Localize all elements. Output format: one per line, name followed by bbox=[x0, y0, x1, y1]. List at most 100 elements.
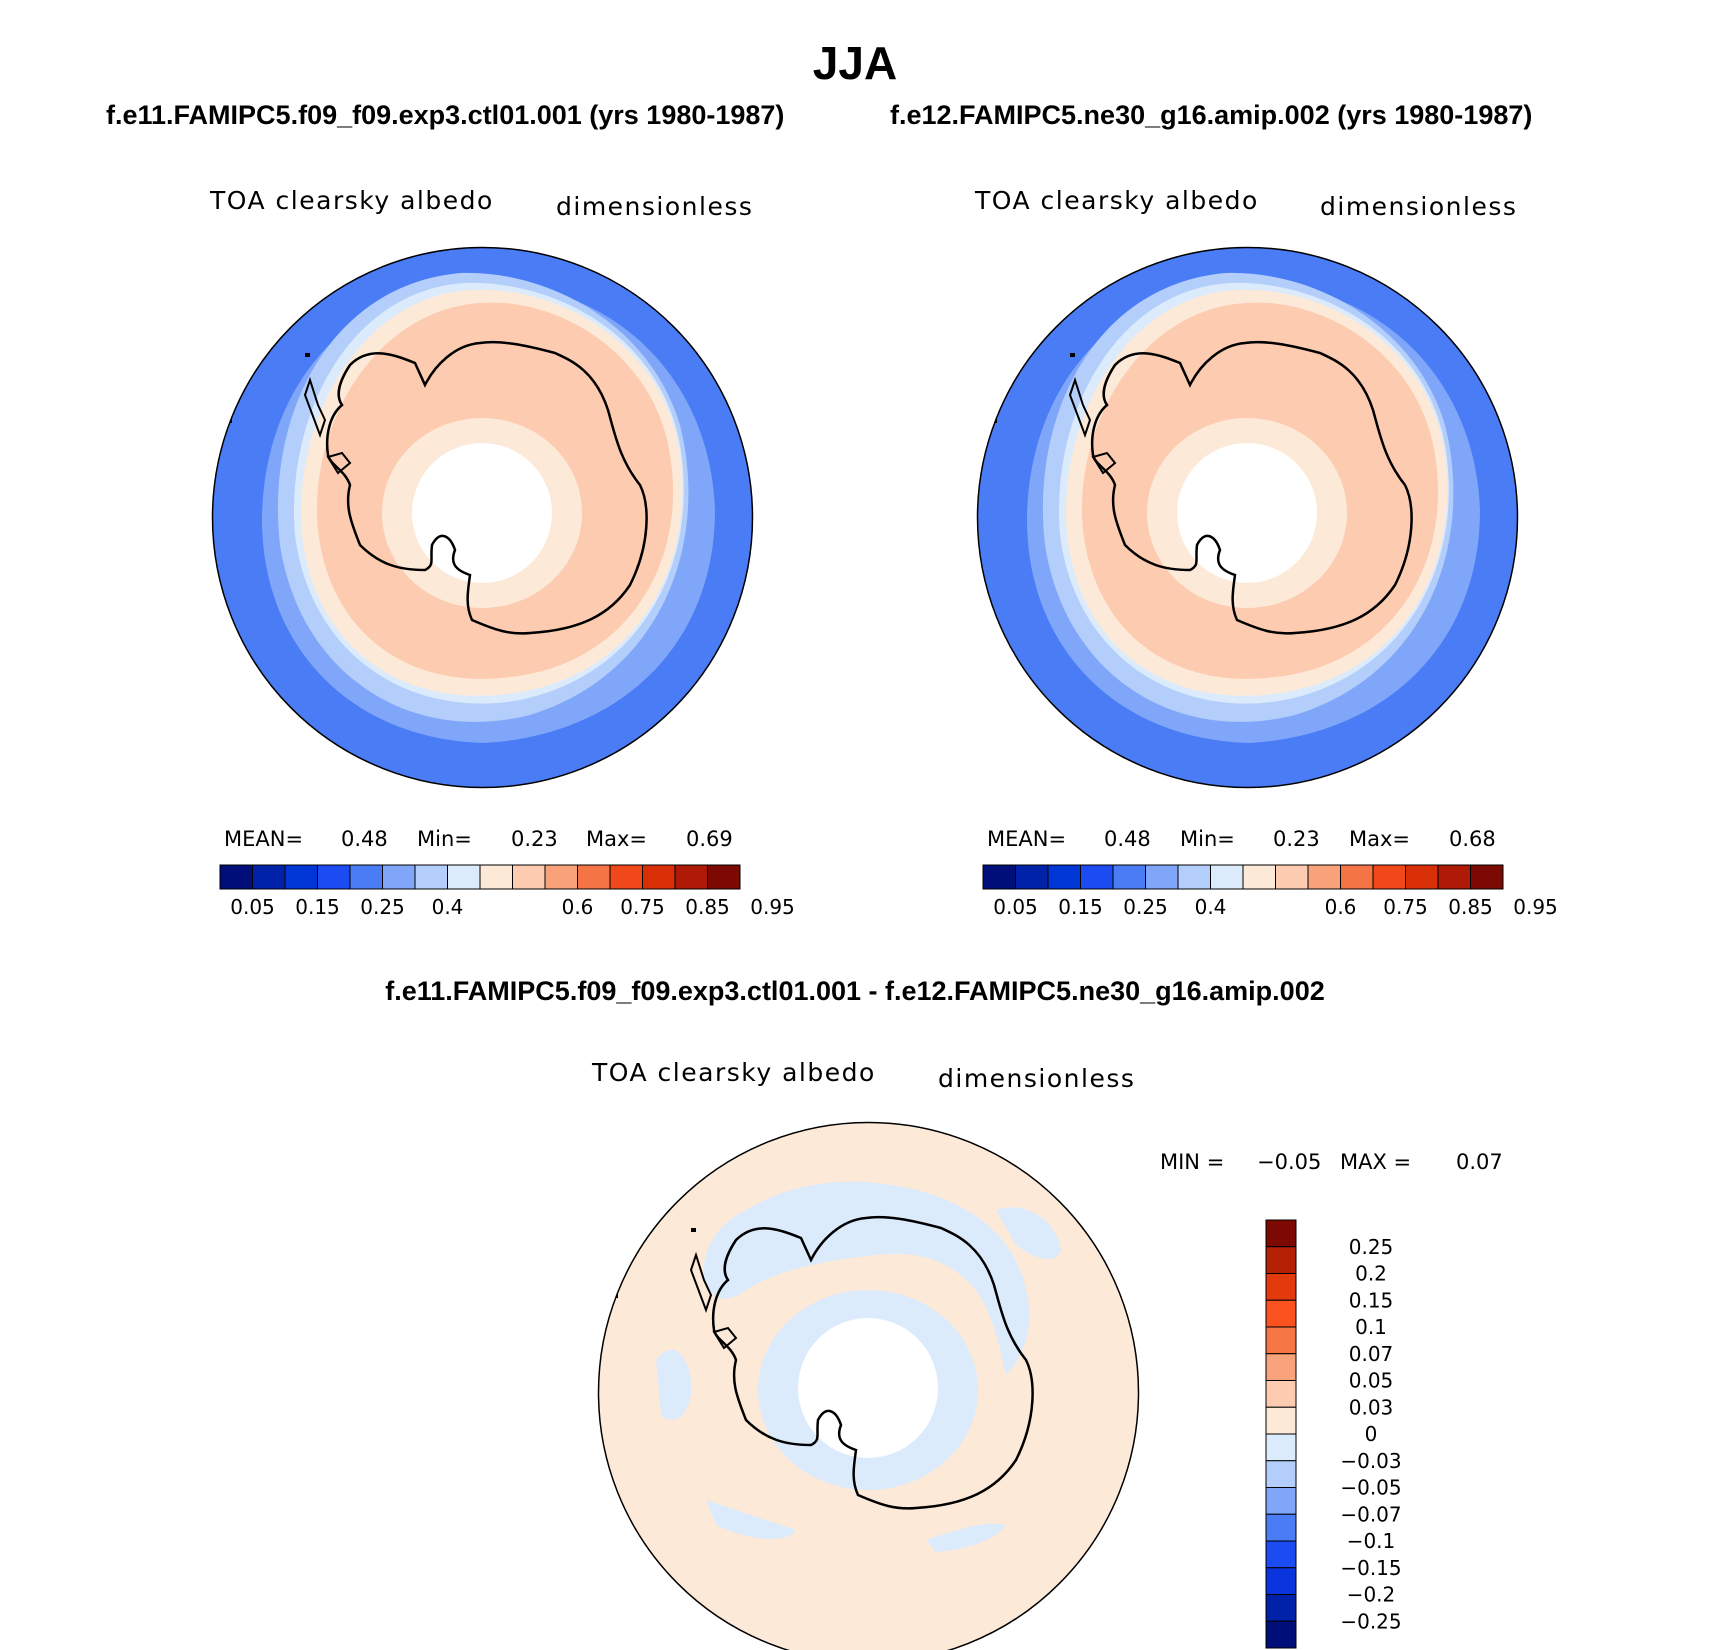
colorbar2-tick-label: 0.25 bbox=[1123, 895, 1168, 919]
diff-max-value: 0.07 bbox=[1456, 1150, 1503, 1174]
colorbar1-swatch bbox=[708, 865, 741, 889]
panel1-mean-label: MEAN= bbox=[224, 827, 303, 851]
panel2-max-label: Max= bbox=[1349, 827, 1410, 851]
panel2-min-label: Min= bbox=[1180, 827, 1235, 851]
panel2-min-value: 0.23 bbox=[1273, 827, 1320, 851]
colorbar-diff-tick-label: −0.25 bbox=[1340, 1609, 1401, 1633]
colorbar-diff-tick-label: 0.25 bbox=[1349, 1235, 1394, 1259]
panel2-mean-value: 0.48 bbox=[1104, 827, 1151, 851]
colorbar-diff-swatch bbox=[1266, 1621, 1296, 1648]
map-panel1 bbox=[210, 245, 755, 790]
colorbar-diff-swatch bbox=[1266, 1354, 1296, 1381]
colorbar-diff-tick-label: 0.05 bbox=[1349, 1369, 1394, 1393]
colorbar2-tick-label: 0.4 bbox=[1195, 895, 1227, 919]
diff-units: dimensionless bbox=[938, 1064, 1135, 1093]
colorbar-diff-swatch bbox=[1266, 1461, 1296, 1488]
diff-min-label: MIN = bbox=[1160, 1150, 1224, 1174]
colorbar1-swatch bbox=[513, 865, 546, 889]
colorbar-diff-swatch bbox=[1266, 1381, 1296, 1408]
colorbar1-swatch bbox=[350, 865, 383, 889]
colorbar2-swatch bbox=[1471, 865, 1504, 889]
colorbar-diff-swatch bbox=[1266, 1300, 1296, 1327]
colorbar2-swatch bbox=[1113, 865, 1146, 889]
colorbar-diff-swatch bbox=[1266, 1514, 1296, 1541]
colorbar1-swatch bbox=[285, 865, 318, 889]
colorbar2-swatch bbox=[1438, 865, 1471, 889]
colorbar-diff-swatch bbox=[1266, 1247, 1296, 1274]
diff-title: f.e11.FAMIPC5.f09_f09.exp3.ctl01.001 - f… bbox=[0, 976, 1710, 1007]
colorbar-diff-swatch bbox=[1266, 1327, 1296, 1354]
colorbar2-tick-label: 0.75 bbox=[1383, 895, 1428, 919]
colorbar-diff-swatch bbox=[1266, 1595, 1296, 1622]
panel1-min-label: Min= bbox=[417, 827, 472, 851]
colorbar2-tick-label: 0.15 bbox=[1058, 895, 1103, 919]
panel2-units: dimensionless bbox=[1320, 192, 1517, 221]
colorbar-diff-tick-label: −0.05 bbox=[1340, 1476, 1401, 1500]
colorbar2-swatch bbox=[1211, 865, 1244, 889]
colorbar1-tick-label: 0.25 bbox=[360, 895, 405, 919]
panel1-max-value: 0.69 bbox=[686, 827, 733, 851]
colorbar-diff-swatch bbox=[1266, 1488, 1296, 1515]
colorbar2-swatch bbox=[1081, 865, 1114, 889]
colorbar2-tick-label: 0.05 bbox=[993, 895, 1038, 919]
panel1-mean-value: 0.48 bbox=[341, 827, 388, 851]
colorbar1-swatch bbox=[318, 865, 351, 889]
colorbar1-tick-label: 0.4 bbox=[432, 895, 464, 919]
colorbar-diff-tick-label: −0.07 bbox=[1340, 1502, 1401, 1526]
colorbar-diff-tick-label: 0.1 bbox=[1355, 1315, 1387, 1339]
colorbar1-tick-label: 0.15 bbox=[295, 895, 340, 919]
colorbar2-swatch bbox=[1243, 865, 1276, 889]
colorbar-diff-tick-label: −0.2 bbox=[1347, 1583, 1396, 1607]
colorbar-diff-tick-label: −0.1 bbox=[1347, 1529, 1396, 1553]
colorbar1-tick-label: 0.6 bbox=[562, 895, 594, 919]
colorbar1-swatch bbox=[220, 865, 253, 889]
colorbar2-swatch bbox=[1308, 865, 1341, 889]
panel1-variable: TOA clearsky albedo bbox=[210, 186, 494, 215]
map-diff bbox=[596, 1120, 1141, 1649]
colorbar1-tick-label: 0.95 bbox=[750, 895, 795, 919]
colorbar1-swatch bbox=[383, 865, 416, 889]
colorbar1-tick-label: 0.85 bbox=[685, 895, 730, 919]
colorbar2-swatch bbox=[1146, 865, 1179, 889]
colorbar-diff: 0.250.20.150.10.070.050.030−0.03−0.05−0.… bbox=[1266, 1220, 1446, 1650]
colorbar1-swatch bbox=[675, 865, 708, 889]
figure-title: JJA bbox=[0, 36, 1710, 90]
panel1-units: dimensionless bbox=[556, 192, 753, 221]
panel2-max-value: 0.68 bbox=[1449, 827, 1496, 851]
colorbar2-swatch bbox=[1373, 865, 1406, 889]
panel1-max-label: Max= bbox=[586, 827, 647, 851]
colorbar2-swatch bbox=[1406, 865, 1439, 889]
colorbar1-swatch bbox=[253, 865, 286, 889]
colorbar2-tick-label: 0.95 bbox=[1513, 895, 1558, 919]
colorbar1-swatch bbox=[643, 865, 676, 889]
colorbar1-swatch bbox=[545, 865, 578, 889]
colorbar2-swatch bbox=[1276, 865, 1309, 889]
colorbar2-swatch bbox=[983, 865, 1016, 889]
colorbar-diff-tick-label: 0.15 bbox=[1349, 1288, 1394, 1312]
diff-max-label: MAX = bbox=[1340, 1150, 1411, 1174]
case1-title: f.e11.FAMIPC5.f09_f09.exp3.ctl01.001 (yr… bbox=[106, 100, 784, 131]
colorbar2-swatch bbox=[1016, 865, 1049, 889]
colorbar-diff-swatch bbox=[1266, 1274, 1296, 1301]
colorbar2-swatch bbox=[1341, 865, 1374, 889]
colorbar-diff-tick-label: 0.2 bbox=[1355, 1262, 1387, 1286]
colorbar1-tick-label: 0.05 bbox=[230, 895, 275, 919]
case2-title: f.e12.FAMIPC5.ne30_g16.amip.002 (yrs 198… bbox=[890, 100, 1532, 131]
colorbar1-tick-label: 0.75 bbox=[620, 895, 665, 919]
panel2-variable: TOA clearsky albedo bbox=[975, 186, 1259, 215]
colorbar2-swatch bbox=[1178, 865, 1211, 889]
colorbar1-swatch bbox=[578, 865, 611, 889]
panel1-min-value: 0.23 bbox=[511, 827, 558, 851]
panel2-mean-label: MEAN= bbox=[987, 827, 1066, 851]
colorbar-diff-swatch bbox=[1266, 1407, 1296, 1434]
colorbar2-tick-label: 0.6 bbox=[1325, 895, 1357, 919]
colorbar-diff-tick-label: 0.07 bbox=[1349, 1342, 1394, 1366]
colorbar1-swatch bbox=[448, 865, 481, 889]
colorbar-diff-swatch bbox=[1266, 1220, 1296, 1247]
diff-min-value: −0.05 bbox=[1257, 1150, 1321, 1174]
colorbar-diff-swatch bbox=[1266, 1568, 1296, 1595]
colorbar2-swatch bbox=[1048, 865, 1081, 889]
colorbar2-tick-label: 0.85 bbox=[1448, 895, 1493, 919]
colorbar1-swatch bbox=[415, 865, 448, 889]
